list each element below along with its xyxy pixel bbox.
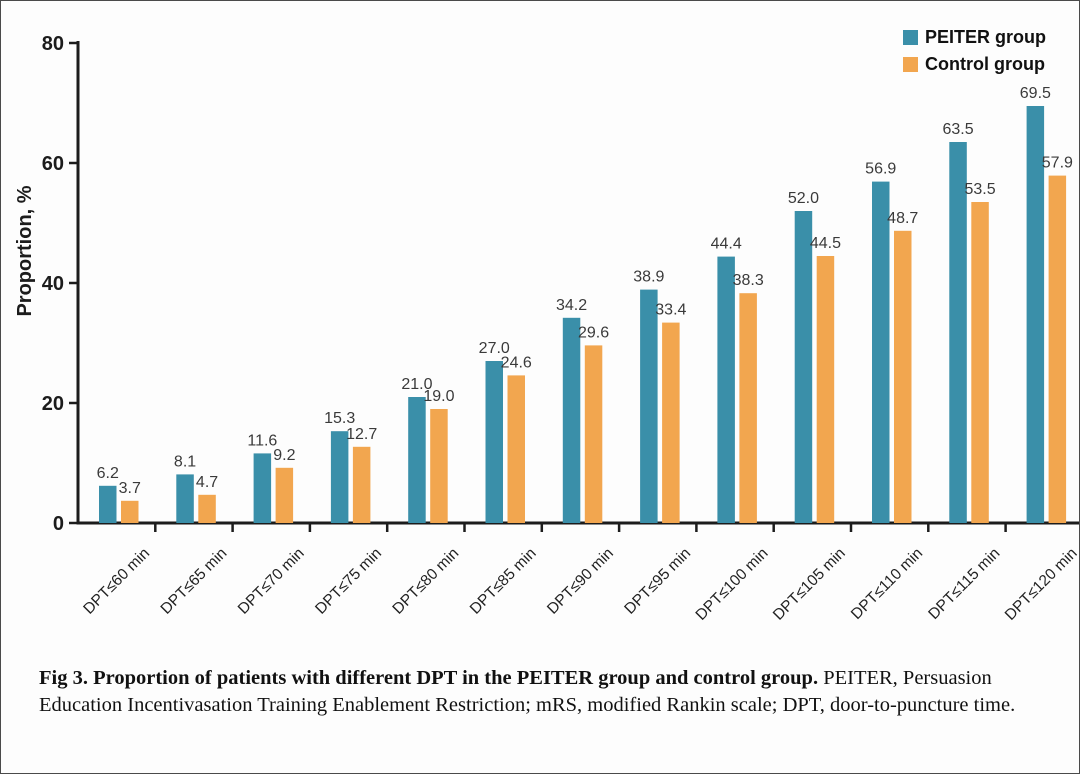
legend-swatch-peiter: [903, 30, 918, 45]
bar-value-label: 38.9: [633, 269, 664, 286]
x-category-label: DPT≤70 min: [235, 545, 308, 618]
bar-value-label: 34.2: [556, 297, 587, 314]
bar-control: [662, 322, 680, 523]
bar-control: [739, 293, 757, 523]
bar-value-label: 6.2: [97, 465, 119, 482]
bar-control: [894, 230, 912, 524]
bar-value-label: 11.6: [247, 432, 277, 449]
bar-control: [352, 446, 371, 523]
caption-body: PEITER, Persuasion Education Incentivasa…: [39, 667, 1016, 716]
legend-swatch-control: [903, 57, 918, 72]
bar-value-label: 29.6: [578, 324, 609, 341]
bar-control: [507, 375, 525, 523]
bar-control: [121, 500, 139, 523]
bar-value-label: 9.2: [273, 447, 295, 464]
bar-value-label: 44.5: [810, 235, 841, 252]
bar-peiter: [330, 431, 349, 523]
bar-value-label: 38.3: [733, 272, 764, 289]
x-category-label: DPT≤75 min: [312, 545, 385, 618]
x-category-label: DPT≤80 min: [389, 545, 462, 618]
bar-control: [275, 467, 294, 523]
bar-value-label: 57.9: [1042, 155, 1073, 172]
bar-value-label: 21.0: [401, 376, 432, 393]
bar-control: [198, 494, 216, 523]
x-category-label: DPT≤110 min: [848, 545, 926, 623]
x-category-label: DPT≤120 min: [1002, 545, 1080, 624]
y-tick-label: 20: [42, 393, 64, 415]
legend-label: Control group: [925, 54, 1045, 74]
bar-peiter: [1026, 106, 1045, 523]
x-category-label: DPT≤95 min: [621, 545, 694, 618]
bar-control: [816, 256, 835, 523]
x-category-label: DPT≤100 min: [693, 545, 772, 624]
bar-value-label: 4.7: [196, 474, 218, 491]
x-category-label: DPT≤90 min: [544, 545, 617, 618]
x-category-label: DPT≤85 min: [467, 545, 540, 618]
caption-title: Fig 3. Proportion of patients with diffe…: [39, 667, 819, 689]
x-category-label: DPT≤115 min: [925, 545, 1003, 623]
bar-value-label: 63.5: [942, 121, 973, 138]
bar-peiter: [485, 361, 503, 523]
y-tick-label: 80: [42, 33, 64, 55]
bar-peiter: [99, 485, 117, 523]
y-tick-label: 0: [53, 513, 64, 535]
bar-value-label: 27.0: [479, 340, 510, 357]
bar-peiter: [408, 397, 426, 523]
bar-value-label: 19.0: [423, 388, 454, 405]
x-category-label: DPT≤105 min: [770, 545, 849, 624]
bar-value-label: 52.0: [788, 190, 819, 207]
bar-value-label: 24.6: [501, 354, 532, 371]
bar-peiter: [640, 289, 658, 523]
bar-control: [1048, 175, 1067, 523]
bar-peiter: [872, 181, 890, 523]
bar-peiter: [717, 256, 735, 523]
bar-value-label: 3.7: [119, 480, 141, 497]
bar-value-label: 12.7: [346, 426, 377, 443]
bar-peiter: [562, 317, 581, 523]
bar-value-label: 53.5: [964, 181, 995, 198]
bar-value-label: 69.5: [1020, 85, 1051, 102]
bar-control: [971, 202, 989, 523]
x-category-label: DPT≤60 min: [80, 545, 153, 618]
bar-control: [584, 345, 603, 523]
y-tick-label: 40: [42, 273, 64, 295]
bar-value-label: 56.9: [865, 161, 896, 178]
figure-caption: Fig 3. Proportion of patients with diffe…: [39, 665, 1061, 719]
bar-value-label: 15.3: [324, 410, 355, 427]
legend-label: PEITER group: [925, 27, 1046, 47]
x-category-label: DPT≤65 min: [158, 545, 231, 618]
bar-peiter: [949, 142, 967, 523]
y-axis-title: Proportion, %: [14, 185, 36, 316]
bar-value-label: 8.1: [174, 453, 196, 470]
bar-peiter: [176, 474, 194, 523]
bar-peiter: [253, 453, 272, 523]
bar-value-label: 33.4: [655, 302, 686, 319]
bar-control: [430, 409, 448, 523]
bar-value-label: 48.7: [887, 210, 918, 227]
y-tick-label: 60: [42, 153, 64, 175]
bar-peiter: [794, 211, 813, 523]
bar-value-label: 44.4: [711, 236, 742, 253]
bar-chart: 0 20 40 60 80 Proportion, % 6.23.7 DPT≤60 min 8.…: [1, 1, 1080, 651]
